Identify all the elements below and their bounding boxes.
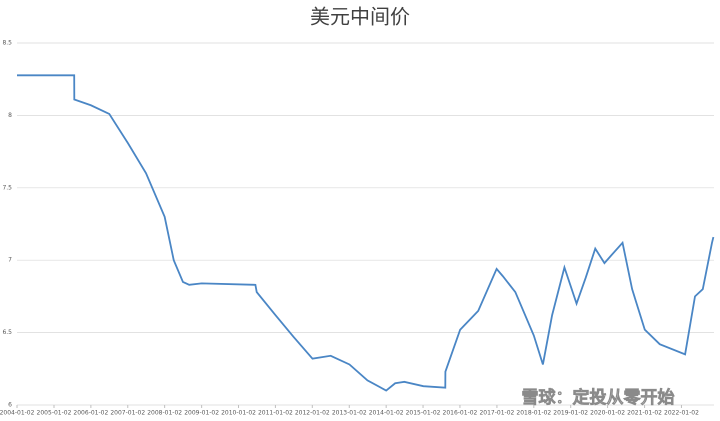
- x-tick-label: 2010-01-02: [221, 410, 256, 417]
- y-tick-label: 8: [8, 112, 12, 119]
- y-tick-label: 6: [8, 402, 12, 409]
- data-line: [17, 74, 715, 392]
- x-tick-label: 2013-01-02: [332, 410, 367, 417]
- watermark: 雪球：定投从零开始: [522, 387, 675, 408]
- x-tick-label: 2012-01-02: [295, 410, 330, 417]
- x-tick-label: 2006-01-02: [73, 410, 108, 417]
- x-tick-label: 2008-01-02: [147, 410, 182, 417]
- x-tick-label: 2007-01-02: [110, 410, 145, 417]
- x-tick-label: 2020-01-02: [590, 410, 625, 417]
- y-tick-label: 7: [8, 257, 12, 264]
- x-tick-label: 2011-01-02: [258, 410, 293, 417]
- y-tick-label: 6.5: [2, 329, 12, 336]
- x-tick-label: 2009-01-02: [184, 410, 219, 417]
- x-tick-label: 2018-01-02: [516, 410, 551, 417]
- x-tick-label: 2017-01-02: [479, 410, 514, 417]
- x-tick-label: 2022-01-02: [664, 410, 699, 417]
- y-tick-label: 8.5: [2, 40, 12, 47]
- x-tick-label: 2019-01-02: [553, 410, 588, 417]
- x-tick-label: 2005-01-02: [37, 410, 72, 417]
- chart-title: 美元中间价: [310, 5, 410, 29]
- x-tick-label: 2004-01-02: [0, 410, 35, 417]
- x-tick-label: 2014-01-02: [369, 410, 404, 417]
- x-tick-label: 2016-01-02: [443, 410, 478, 417]
- y-tick-label: 7.5: [2, 184, 12, 191]
- x-tick-label: 2015-01-02: [406, 410, 441, 417]
- x-tick-label: 2021-01-02: [627, 410, 662, 417]
